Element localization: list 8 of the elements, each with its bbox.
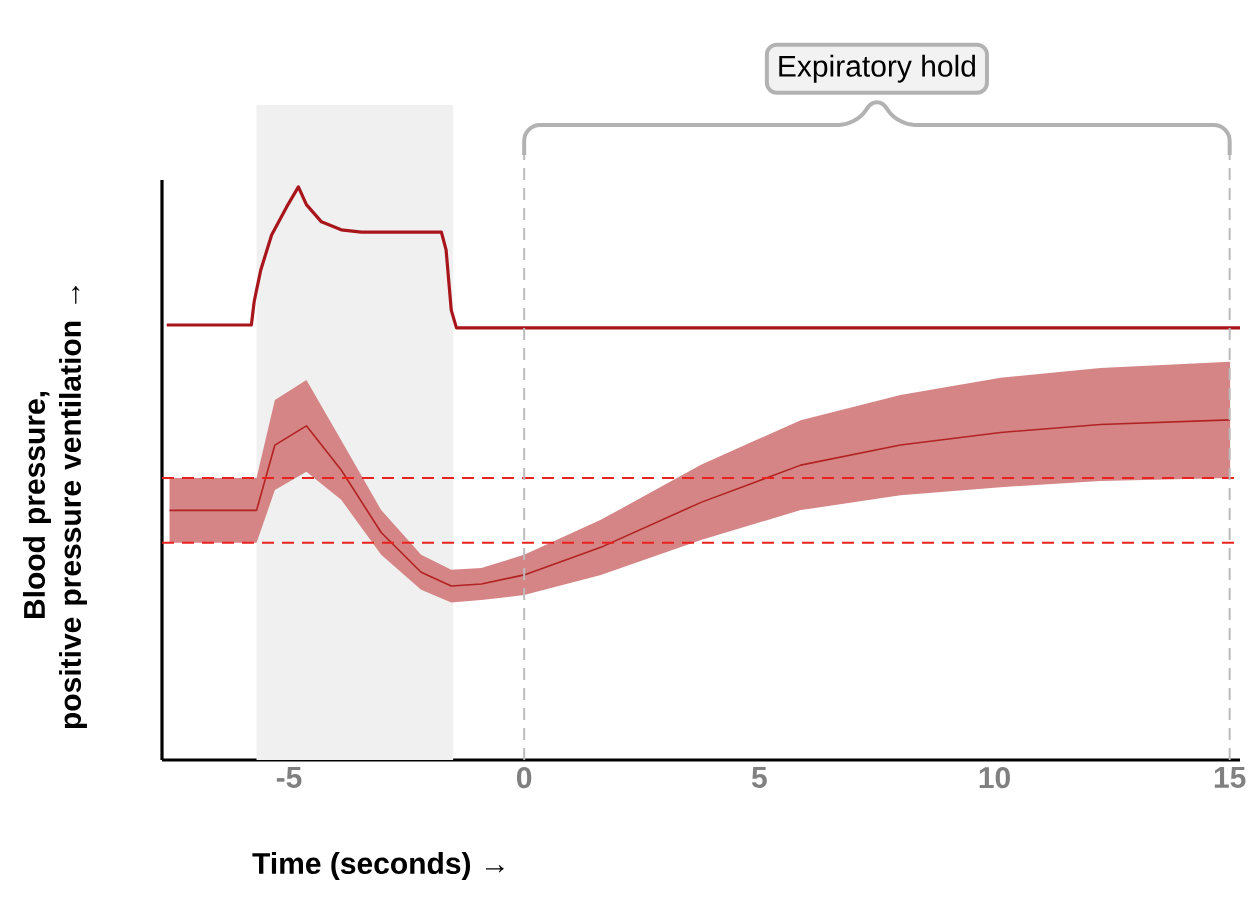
x-tick-label: 5 — [751, 767, 767, 788]
x-tick-label: 0 — [517, 767, 532, 789]
x-tick-label: -5 — [276, 767, 302, 788]
x-axis-title: Time (seconds) → — [252, 852, 504, 880]
text: Expiratory hold — [779, 54, 975, 83]
x-tick-label: 15 — [1214, 767, 1246, 788]
y-axis-title: Blood pressure, positive pressure ventilation → — [23, 286, 87, 729]
x-tick-label: 10 — [979, 767, 1010, 789]
